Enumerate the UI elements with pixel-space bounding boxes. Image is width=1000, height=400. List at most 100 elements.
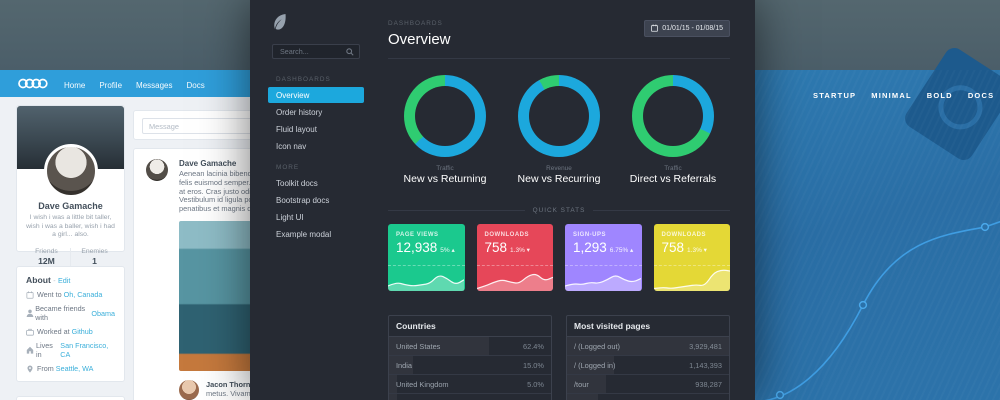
about-link[interactable]: Oh, Canada: [63, 290, 103, 299]
user-stats: Friends 12M Enemies 1: [17, 247, 124, 266]
table-row: /features/something 749,393: [567, 394, 729, 400]
table-row: Canada 5.0%: [389, 394, 551, 400]
profile-nav-item-docs[interactable]: Docs: [186, 80, 205, 90]
photos-card: Photos - Edit: [16, 396, 125, 400]
hero-line-chart: [763, 220, 1000, 400]
table-row-bar: [567, 375, 606, 393]
sidebar-item-example-modal[interactable]: Example modal: [276, 229, 332, 239]
donut-ring: [517, 75, 600, 157]
stat-value: 12,938 5% ▴: [396, 240, 455, 255]
header-photo-band: [0, 0, 250, 70]
about-text: Went to: [37, 290, 62, 299]
about-link[interactable]: San Francisco, CA: [60, 341, 109, 359]
feed-post: Dave Gamache Aenean lacinia bibendum nul…: [133, 148, 250, 400]
table-row-bar: [567, 394, 598, 400]
stat-label: DOWNLOADS: [484, 232, 529, 238]
donut-caption: Traffic: [664, 165, 682, 172]
table-row-name: / (Logged in): [574, 360, 616, 370]
donut-label: Direct vs Referrals: [629, 173, 717, 185]
comment-avatar: [179, 379, 199, 400]
sidebar-item-order-history[interactable]: Order history: [276, 107, 323, 117]
stat-delta: 1.3% ▾: [510, 247, 530, 254]
table-row: / (Logged out) 3,929,481: [567, 337, 729, 356]
quick-stat-card: DOWNLOADS 758 1.3% ▾: [476, 224, 553, 291]
profile-nav-item-home[interactable]: Home: [64, 80, 86, 90]
table-row-value: 3,929,481: [689, 341, 722, 351]
about-link[interactable]: Github: [71, 327, 93, 336]
table-row-value: 938,287: [695, 379, 722, 389]
leaf-logo-icon[interactable]: [272, 13, 287, 35]
search-icon: [346, 43, 354, 61]
donut-label: New vs Returning: [403, 173, 487, 185]
brand-circles-logo[interactable]: [18, 78, 48, 89]
home-icon: [26, 346, 36, 354]
user-bio: I wish i was a little bit taller, wish i…: [26, 214, 115, 239]
donut-chart: Traffic Direct vs Referrals: [616, 75, 730, 185]
table-row-value: 749,393: [695, 399, 722, 400]
briefcase-icon: [26, 328, 37, 336]
sidebar-item-bootstrap-docs[interactable]: Bootstrap docs: [276, 195, 330, 205]
table-row-name: India: [396, 360, 413, 370]
stat-sparkline: [653, 265, 730, 291]
donut-caption: Revenue: [546, 165, 572, 172]
about-row: Lives in San Francisco, CA: [26, 341, 115, 359]
donut-chart: Traffic New vs Returning: [388, 75, 502, 185]
sidebar-item-toolkit-docs[interactable]: Toolkit docs: [276, 178, 318, 188]
search-input[interactable]: [278, 46, 346, 57]
sidebar-item-overview[interactable]: Overview: [268, 87, 364, 103]
stat-value: 758 1.3% ▾: [661, 240, 707, 255]
hero-nav-item-docs[interactable]: DOCS: [967, 91, 995, 100]
profile-nav-item-messages[interactable]: Messages: [136, 80, 173, 90]
quick-stat-cards: PAGE VIEWS 12,938 5% ▴ DOWNLOADS 758 1.3% ▾ …: [388, 224, 730, 291]
post-text: Aenean lacinia bibendum nulla sed consec…: [179, 169, 250, 214]
table-row-bar: [389, 356, 414, 374]
sidebar-section-header: MORE: [276, 164, 300, 171]
stat-value: 758 1.3% ▾: [484, 240, 530, 255]
sidebar-item-fluid-layout[interactable]: Fluid layout: [276, 124, 317, 134]
user-icon: [26, 309, 35, 317]
stat-label: SIGN-UPS: [573, 232, 607, 238]
stat-sparkline: [565, 265, 642, 291]
about-row: From Seattle, WA: [26, 364, 115, 373]
avatar: [43, 144, 98, 198]
hero-nav-item-bold[interactable]: BOLD: [926, 91, 953, 100]
sidebar-item-light-ui[interactable]: Light UI: [276, 212, 304, 222]
stat-label: PAGE VIEWS: [396, 232, 439, 238]
hero-nav-item-startup[interactable]: STARTUP: [813, 91, 857, 100]
friends-stat: Friends 12M: [35, 247, 58, 266]
dashboard-tables: Countries United States 62.4% India 15.0% Uni…: [388, 315, 730, 400]
donut-chart: Revenue New vs Recurring: [502, 75, 616, 185]
about-text: Worked at: [37, 327, 70, 336]
sidebar-section-header: DASHBOARDS: [276, 76, 331, 83]
hero-nav-item-minimal[interactable]: MINIMAL: [871, 91, 912, 100]
about-title: About - Edit: [26, 275, 71, 285]
donut-hole: [642, 86, 703, 146]
data-table: Most visited pages / (Logged out) 3,929,48…: [566, 315, 730, 400]
profile-nav-item-profile[interactable]: Profile: [99, 80, 123, 90]
sidebar-item-icon-nav[interactable]: Icon nav: [276, 141, 307, 151]
quick-stat-card: SIGN-UPS 1,293 6.75% ▴: [565, 224, 642, 291]
about-link[interactable]: Obama: [91, 308, 115, 318]
message-input[interactable]: Message: [142, 118, 250, 134]
donut-ring: [631, 75, 714, 157]
comment-text: metus. Vivamus sagittis lacus vel augue …: [206, 388, 250, 400]
enemies-stat: Enemies 1: [70, 247, 118, 266]
about-link[interactable]: Seattle, WA: [55, 364, 94, 373]
dashboard-panel: DASHBOARDS Overview Order history Fluid lay…: [250, 0, 755, 400]
about-rows: Went to Oh, Canada Became friends with Obam…: [26, 290, 115, 373]
table-row-value: 5.0%: [527, 399, 544, 400]
about-edit-link[interactable]: Edit: [57, 276, 71, 285]
about-row: Went to Oh, Canada: [26, 290, 115, 299]
post-avatar: [146, 159, 168, 181]
donut-hole: [414, 86, 475, 146]
post-photo[interactable]: [179, 220, 250, 371]
date-range-button[interactable]: 01/01/15 - 01/08/15: [644, 20, 730, 37]
donut-ring: [403, 75, 486, 157]
calendar-icon: [26, 290, 37, 299]
stat-value: 1,293 6.75% ▴: [573, 240, 634, 255]
table-row-name: / (Logged out): [574, 341, 621, 351]
table-row-value: 62.4%: [523, 341, 544, 351]
about-row: Worked at Github: [26, 327, 115, 336]
table-row-bar: [389, 375, 398, 393]
comment-author: Jacon Thornton:: [206, 379, 250, 389]
